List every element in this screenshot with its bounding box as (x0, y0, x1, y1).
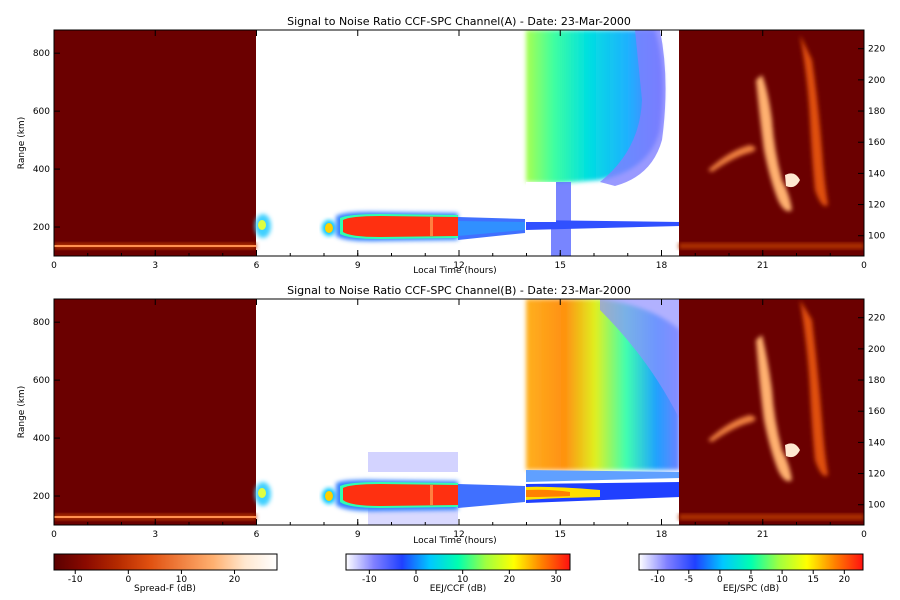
colorbar-spread-f-bar (53, 553, 278, 571)
y-tick-label: 600 (33, 376, 50, 386)
panel-b-eej-spc (526, 299, 680, 503)
panel-b-spreadf-plumes (708, 300, 828, 482)
colorbar-tick-label: 0 (717, 575, 723, 585)
panel-a-spreadf-plumes (708, 35, 828, 212)
panel-b-spreadf-left (54, 299, 256, 525)
panel-b-axes: 0 3 6 9 12 15 18 21 0 200 400 600 800 100 120 140 160 180… (33, 299, 885, 540)
panel-a-title: Signal to Noise Ratio CCF-SPC Channel(A)… (287, 15, 631, 28)
x-tick-label: 3 (152, 530, 158, 540)
colorbar-tick-label: 15 (807, 575, 818, 585)
colorbar-tick-label: 20 (504, 575, 516, 585)
colorbar-tick-label: 20 (229, 575, 241, 585)
panel-b-heatmap (54, 299, 864, 525)
x-tick-label: 6 (254, 261, 260, 271)
colorbar-tick-label: 0 (125, 575, 131, 585)
colorbar-eej-ccf: EEJ/CCF (dB) -10 0 10 20 30 (345, 553, 571, 594)
panel-a-spreadf-left-layer-core (54, 245, 256, 247)
colorbar-eej-spc: EEJ/SPC (dB) -10 -5 0 5 10 15 20 (638, 553, 864, 594)
y2-tick-label: 220 (868, 45, 885, 55)
x-tick-label: 0 (861, 530, 867, 540)
y2-tick-label: 100 (868, 232, 885, 242)
y2-tick-label: 160 (868, 407, 885, 417)
x-tick-label: 0 (861, 261, 867, 271)
y2-tick-label: 200 (868, 76, 885, 86)
y2-tick-label: 160 (868, 138, 885, 148)
y2-tick-label: 140 (868, 438, 885, 448)
y2-tick-label: 140 (868, 169, 885, 179)
x-tick-label: 12 (453, 530, 464, 540)
panel-b-xlabel: Local Time (hours) (413, 536, 496, 546)
colorbar-eej-ccf-label: EEJ/CCF (dB) (430, 584, 487, 594)
panel-b-ylabel: Range (km) (17, 386, 27, 438)
panel-a-eej-ccf (255, 211, 525, 242)
panel-b-spreadf-left-layer-core (54, 516, 256, 518)
colorbar-tick-label: -10 (362, 575, 377, 585)
x-tick-label: 3 (152, 261, 158, 271)
y-tick-label: 800 (33, 49, 50, 59)
y2-tick-label: 120 (868, 470, 885, 480)
y-tick-label: 600 (33, 107, 50, 117)
panel-a-spreadf-left (54, 30, 256, 256)
panel-channel-b: Signal to Noise Ratio CCF-SPC Channel(B)… (17, 284, 885, 546)
colorbar-tick-label: -5 (684, 575, 693, 585)
colorbar-tick-label: -10 (650, 575, 665, 585)
x-tick-label: 18 (656, 261, 668, 271)
panel-channel-a: Signal to Noise Ratio CCF-SPC Channel(A)… (17, 15, 885, 276)
panel-b-spreadf-right-layer (679, 514, 864, 520)
y2-tick-label: 120 (868, 201, 885, 211)
colorbar-tick-label: 10 (457, 575, 469, 585)
panel-b-eej-ccf (255, 452, 525, 525)
x-tick-label: 21 (757, 261, 768, 271)
panel-a-ylabel: Range (km) (17, 117, 27, 169)
x-tick-label: 9 (355, 261, 361, 271)
x-tick-label: 18 (656, 530, 668, 540)
colorbar-tick-label: 30 (550, 575, 562, 585)
x-tick-label: 6 (254, 530, 260, 540)
colorbar-tick-label: 10 (176, 575, 188, 585)
colorbar-eej-ccf-bar (345, 553, 571, 571)
y-tick-label: 200 (33, 492, 50, 502)
colorbar-spread-f-label: Spread-F (dB) (134, 584, 196, 594)
colorbar-tick-label: 20 (839, 575, 851, 585)
x-tick-label: 15 (555, 530, 566, 540)
colorbar-eej-spc-bar (638, 553, 864, 571)
panel-a-axes: 0 3 6 9 12 15 18 21 0 200 400 600 800 100 120 140 160 180… (33, 30, 885, 271)
x-tick-label: 15 (555, 261, 566, 271)
x-tick-label: 0 (51, 530, 57, 540)
x-tick-label: 0 (51, 261, 57, 271)
y2-tick-label: 200 (868, 345, 885, 355)
y-tick-label: 200 (33, 223, 50, 233)
colorbar-tick-label: -10 (68, 575, 83, 585)
y2-tick-label: 220 (868, 314, 885, 324)
x-tick-label: 12 (453, 261, 464, 271)
y2-tick-label: 180 (868, 107, 885, 117)
y-tick-label: 400 (33, 434, 50, 444)
colorbar-eej-spc-label: EEJ/SPC (dB) (723, 584, 779, 594)
colorbar-tick-label: 10 (776, 575, 788, 585)
y2-tick-label: 100 (868, 501, 885, 511)
panel-a-spreadf-right-layer (679, 243, 864, 249)
panel-b-title: Signal to Noise Ratio CCF-SPC Channel(B)… (287, 284, 631, 297)
panel-a-heatmap (54, 30, 864, 256)
colorbar-spread-f: Spread-F (dB) -10 0 10 20 (53, 553, 278, 594)
colorbar-tick-label: 5 (748, 575, 754, 585)
x-tick-label: 9 (355, 530, 361, 540)
y-tick-label: 800 (33, 318, 50, 328)
x-tick-label: 21 (757, 530, 768, 540)
y-tick-label: 400 (33, 165, 50, 175)
y2-tick-label: 180 (868, 376, 885, 386)
panel-a-eej-spc (526, 30, 680, 256)
colorbar-tick-label: 0 (413, 575, 419, 585)
panel-a-xlabel: Local Time (hours) (413, 266, 496, 276)
